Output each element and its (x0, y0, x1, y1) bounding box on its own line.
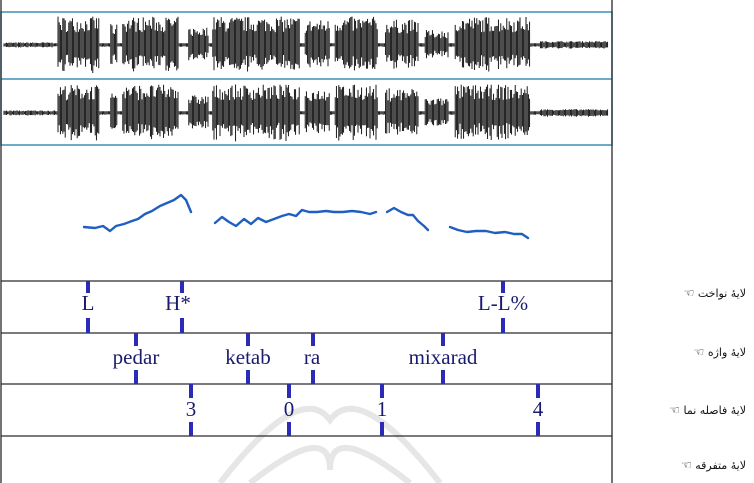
tier-name-tones: لايهٔ نواخت ☜ (682, 286, 746, 300)
watermark-ornament (217, 405, 443, 483)
word-mark-ketab (246, 333, 250, 346)
word-mark-ra (311, 333, 315, 346)
pointing-hand-icon: ☜ (683, 286, 695, 300)
tone-label-L: L (82, 291, 95, 315)
break-mark-1 (380, 384, 384, 398)
tier-name-breaks-text: لايهٔ فاصله نما (683, 404, 747, 417)
break-label-3: 3 (186, 397, 197, 421)
pitch-segment-2 (213, 208, 378, 228)
tone-tier (86, 281, 505, 333)
pitch-segment-3 (385, 206, 430, 232)
break-mark-3 (189, 384, 193, 398)
waveform-channel-2 (3, 84, 609, 142)
tier-name-breaks: لايهٔ فاصله نما ☜ (667, 403, 746, 417)
tier-name-words: لايهٔ واژه ☜ (692, 345, 746, 359)
word-label-pedar: pedar (113, 345, 160, 369)
waveform-traces (3, 16, 609, 142)
break-tier (189, 384, 540, 436)
pointing-hand-icon: ☜ (693, 345, 705, 359)
word-tier (134, 333, 445, 384)
tier-name-words-text: لايهٔ واژه (707, 346, 746, 359)
word-label-ketab: ketab (225, 345, 270, 369)
break-label-4: 4 (533, 397, 544, 421)
tier-name-misc-text: لايهٔ متفرقه (695, 459, 746, 472)
break-label-1: 1 (377, 397, 388, 421)
tone-mark-Hstar (180, 281, 184, 293)
tone-mark-LL (501, 281, 505, 293)
pitch-segment-4 (448, 225, 530, 240)
annotation-frame (0, 0, 613, 483)
word-mark-mixarad (441, 333, 445, 346)
pointing-hand-icon: ☜ (681, 458, 692, 472)
tier-name-misc: لايهٔ متفرقه ☜ (679, 458, 746, 472)
waveform-channel-1 (3, 16, 609, 73)
break-mark-0 (287, 384, 291, 398)
tone-label-Hstar: H* (165, 291, 191, 315)
tone-mark-L (86, 281, 90, 293)
break-label-0: 0 (284, 397, 295, 421)
word-label-mixarad: mixarad (409, 345, 478, 369)
pitch-segment-1 (82, 193, 193, 233)
pitch-contour (82, 193, 530, 240)
tone-label-LL: L-L% (478, 291, 528, 315)
break-mark-4 (536, 384, 540, 398)
pointing-hand-icon: ☜ (669, 403, 680, 417)
tier-name-tones-text: لايهٔ نواخت (697, 287, 746, 300)
word-label-ra: ra (304, 345, 321, 369)
word-mark-pedar (134, 333, 138, 346)
